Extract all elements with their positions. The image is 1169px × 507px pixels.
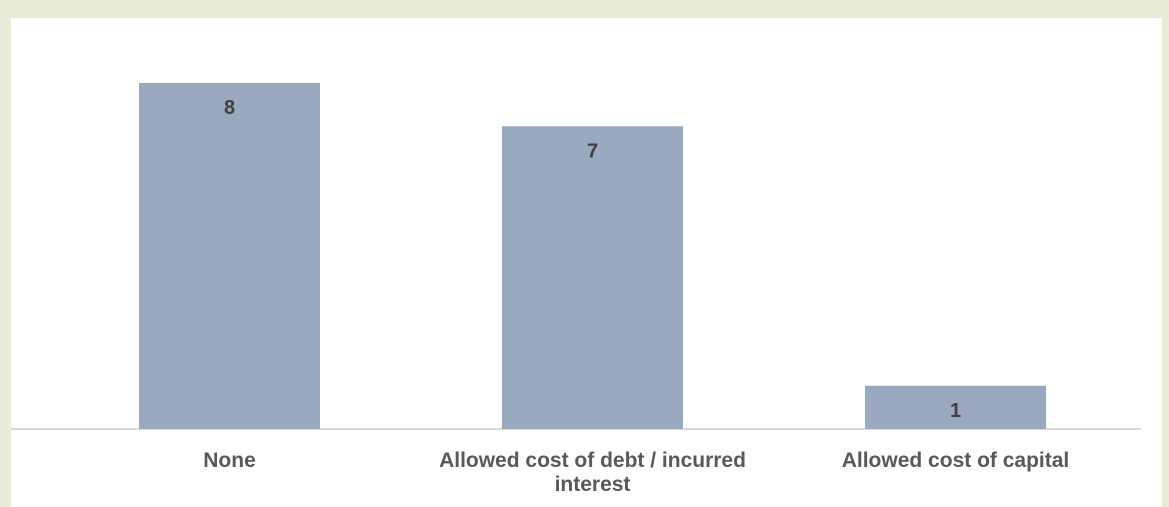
bar-0 [139,83,320,429]
data-label-1: 7 [587,140,598,162]
category-label-0: None [203,449,256,472]
category-label-line: interest [555,473,631,496]
category-label-line: None [203,449,256,472]
category-label-line: Allowed cost of debt / incurred [439,449,746,472]
title-strip [0,0,1169,18]
category-label-line: Allowed cost of capital [842,449,1070,472]
category-label-1: Allowed cost of debt / incurred interest [439,449,746,496]
data-label-2: 1 [950,400,961,422]
bar-1 [502,126,683,429]
bar-2 [865,385,1046,429]
category-label-2: Allowed cost of capital [842,449,1070,472]
data-label-0: 8 [224,97,235,119]
bar-chart: 8 None 7 Allowed cost of debt / incurred int… [11,83,1141,496]
chart-panel: 8 None 7 Allowed cost of debt / incurred int… [11,18,1162,507]
